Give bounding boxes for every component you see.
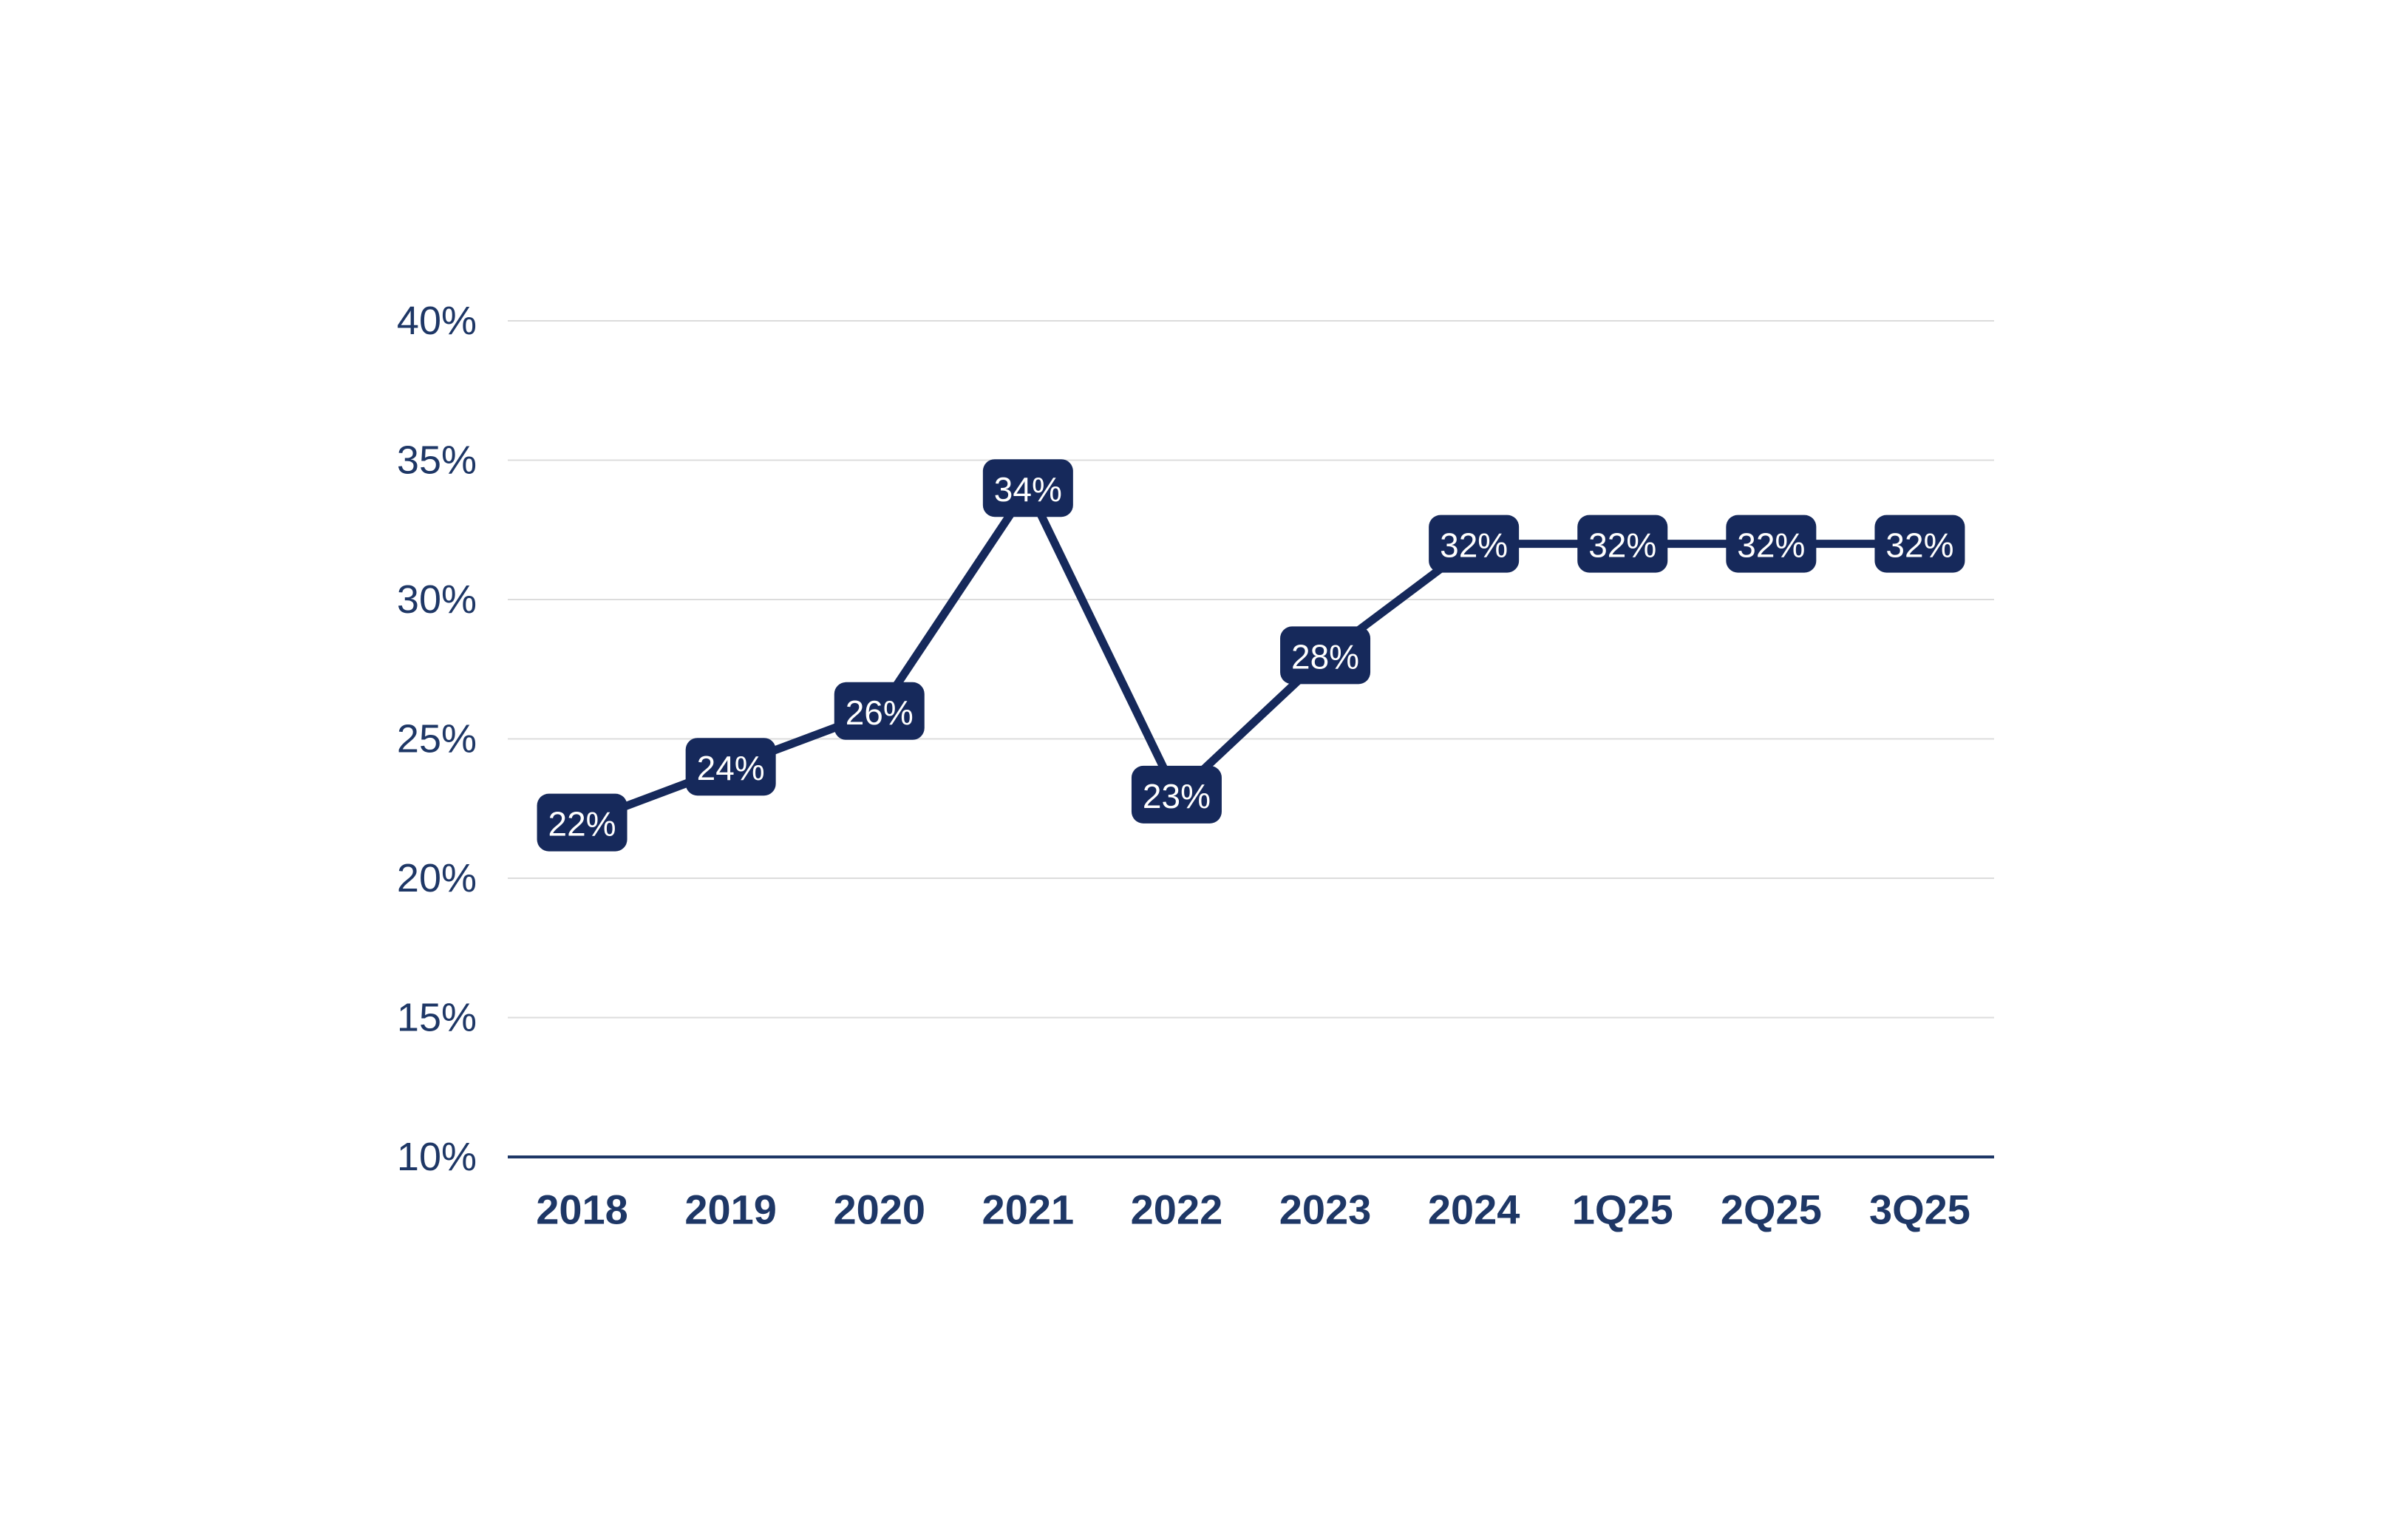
data-label-text: 32% [1440,526,1508,565]
data-label: 34% [982,459,1073,517]
data-label: 32% [1726,515,1817,573]
data-label-box [1874,515,1965,573]
x-axis-category-label: 2024 [1428,1187,1520,1233]
data-label: 24% [685,738,776,796]
x-axis-category-label: 2022 [1131,1187,1223,1233]
data-label-text: 23% [1143,777,1211,815]
y-axis-tick-label: 40% [397,299,477,343]
y-axis-tick-label: 35% [397,438,477,483]
x-axis-category-label: 2018 [536,1187,628,1233]
data-label-box [834,682,925,740]
data-label-box [1726,515,1817,573]
data-label-box [685,738,776,796]
data-label-text: 34% [994,470,1062,509]
data-label-text: 24% [697,749,765,787]
y-axis-tick-label: 15% [397,996,477,1040]
x-axis-category-label: 2Q25 [1721,1187,1822,1233]
data-label-box [1280,626,1371,685]
y-axis-tick-label: 10% [397,1135,477,1179]
data-label: 26% [834,682,925,740]
x-axis-category-label: 2020 [833,1187,925,1233]
x-axis-category-label: 3Q25 [1869,1187,1970,1233]
y-axis-tick-label: 30% [397,577,477,622]
data-label-box [1429,515,1520,573]
x-axis-category-label: 2023 [1279,1187,1372,1233]
data-label-box [982,459,1073,517]
data-label-box [1577,515,1668,573]
x-axis-category-label: 2019 [684,1187,777,1233]
data-label-text: 32% [1737,526,1805,565]
data-label-box [1131,765,1222,824]
data-label: 32% [1577,515,1668,573]
data-label-text: 28% [1291,637,1359,676]
data-label: 22% [537,793,627,852]
x-axis-category-label: 2021 [982,1187,1075,1233]
data-label-text: 32% [1885,526,1953,565]
data-label-text: 32% [1588,526,1656,565]
series-line [580,483,1920,826]
data-label-text: 26% [846,693,914,732]
y-axis-tick-label: 25% [397,717,477,761]
data-label: 28% [1280,626,1371,685]
data-label: 23% [1131,765,1222,824]
data-label-text: 22% [548,805,616,843]
y-axis-tick-label: 20% [397,856,477,900]
data-label: 32% [1874,515,1965,573]
x-axis-category-label: 1Q25 [1572,1187,1673,1233]
data-label: 32% [1429,515,1520,573]
data-label-box [537,793,627,852]
